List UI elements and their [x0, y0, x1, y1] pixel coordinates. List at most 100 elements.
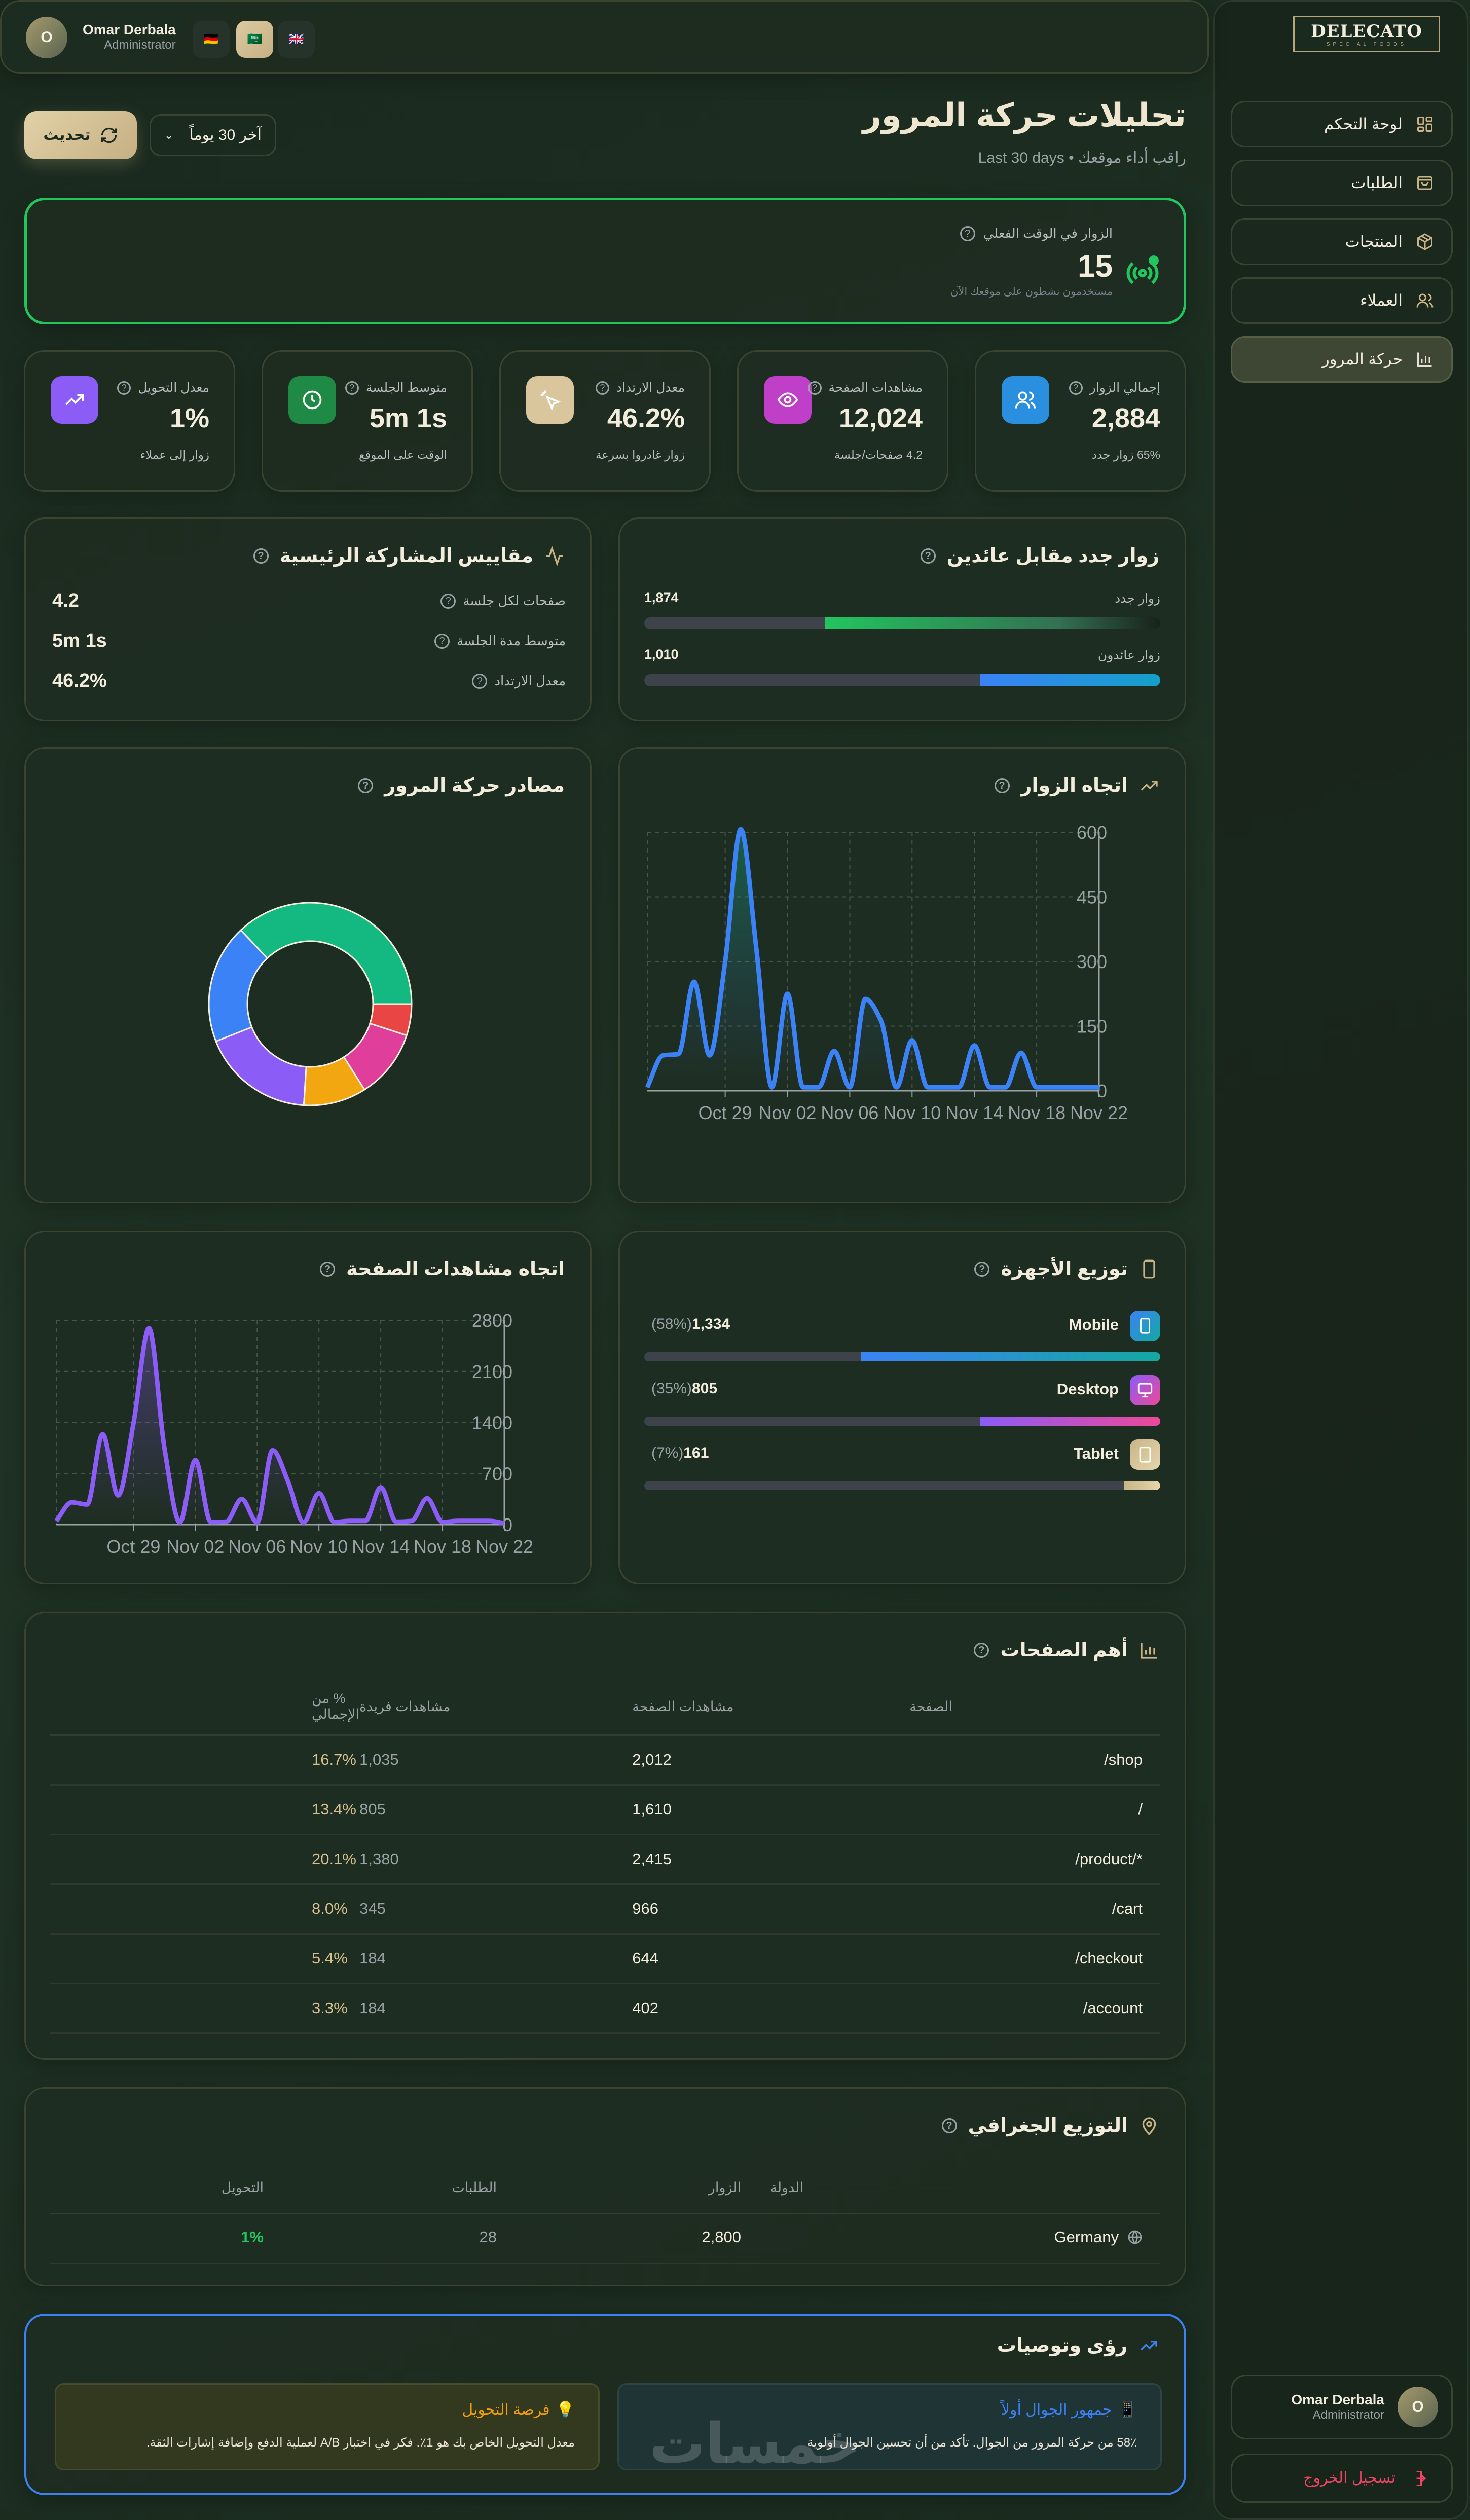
insights-card: رؤى وتوصيات خمسات 📱 جمهور الجوال أولاً 58… [24, 2314, 1186, 2495]
geo-column-header: الطلبات [452, 2180, 497, 2195]
help-icon[interactable]: ? [807, 381, 822, 395]
country-conversion: 1% [241, 2228, 264, 2246]
help-icon[interactable]: ? [320, 1261, 335, 1277]
sidebar-item-1[interactable]: الطلبات [1231, 160, 1453, 206]
date-range-select[interactable]: ⌄ آخر 30 يوماً [150, 114, 276, 156]
pie-slice[interactable] [239, 902, 413, 1005]
percent-of-total: 8.0% [50, 1884, 360, 1935]
page-title: تحليلات حركة المرور [862, 97, 1186, 133]
avatar[interactable]: O [26, 17, 67, 58]
kpi-value: 46.2% [607, 403, 685, 433]
table-row[interactable]: /product/* 2,415 1,380 20.1% [50, 1834, 1160, 1885]
metric-value: 46.2% [52, 670, 107, 691]
page-path: /cart [909, 1884, 1160, 1935]
segment-progress-bar [644, 617, 1160, 629]
logo-tagline: SPECIAL FOODS [1326, 41, 1407, 47]
help-icon[interactable]: ? [994, 777, 1010, 793]
logout-label: تسجيل الخروج [1303, 2470, 1395, 2487]
refresh-label: تحديث [43, 127, 91, 143]
table-row[interactable]: /account 402 184 3.3% [50, 1983, 1160, 2034]
avatar: O [1398, 2387, 1438, 2427]
table-row[interactable]: /checkout 644 184 5.4% [50, 1934, 1160, 1984]
help-icon[interactable]: ? [440, 593, 456, 609]
kpi-label: معدل الارتداد? [595, 380, 685, 395]
x-tick-label: Nov 22 [1070, 1102, 1128, 1123]
pie-slice[interactable] [208, 929, 269, 1043]
help-icon[interactable]: ? [974, 1261, 990, 1277]
segment-label: زوار جدد [1115, 591, 1160, 606]
help-icon[interactable]: ? [358, 777, 374, 793]
kpi-subtext: 65% زوار جدد [1091, 448, 1160, 461]
metric-label: متوسط مدة الجلسة? [434, 633, 566, 649]
x-tick-label: Nov 02 [758, 1102, 816, 1123]
sidebar-item-2[interactable]: المنتجات [1231, 218, 1453, 265]
percent-of-total: 3.3% [50, 1983, 360, 2034]
language-en-button[interactable]: 🇬🇧 [278, 21, 315, 58]
kpi-card: مشاهدات الصفحة? 12,024 4.2 صفحات/جلسة [737, 350, 948, 492]
y-tick-label: 2800 [472, 1310, 512, 1331]
traffic-sources-card: مصادر حركة المرور? [24, 747, 592, 1203]
percent-of-total: 5.4% [50, 1934, 360, 1984]
language-de-button[interactable]: 🇩🇪 [193, 21, 230, 58]
table-row[interactable]: / 1,610 805 13.4% [50, 1785, 1160, 1835]
pageviews-trend-card: اتجاه مشاهدات الصفحة? 0 700 1400 2100 2800 Oc… [24, 1231, 592, 1584]
sidebar-item-4[interactable]: حركة المرور [1231, 336, 1453, 383]
pie-slice[interactable] [215, 1026, 307, 1106]
help-icon[interactable]: ? [941, 2118, 957, 2133]
help-icon[interactable]: ? [1069, 381, 1083, 395]
series-line [645, 827, 1099, 1090]
help-icon[interactable]: ? [345, 381, 359, 395]
y-tick-label: 600 [1077, 822, 1107, 843]
kpi-label: متوسط الجلسة? [345, 380, 447, 395]
language-ar-button[interactable]: 🇸🇦 [236, 21, 273, 58]
card-title: التوزيع الجغرافي? [941, 2114, 1159, 2137]
realtime-label: الزوار في الوقت الفعلي? [960, 226, 1113, 241]
sidebar-item-3[interactable]: العملاء [1231, 277, 1453, 324]
page-path: / [909, 1785, 1160, 1835]
date-range-value: آخر 30 يوماً [189, 127, 262, 143]
visitors-trend-card: اتجاه الزوار? 0 150 300 450 600 Oct 29 Nov 02 N… [618, 747, 1186, 1203]
insight-conversion-opportunity: 💡 فرصة التحويل معدل التحويل الخاص بك هو 1… [55, 2383, 600, 2470]
country-orders: 28 [479, 2228, 497, 2246]
y-tick-label: 450 [1077, 887, 1107, 908]
device-progress-fill [1124, 1481, 1160, 1490]
help-icon[interactable]: ? [253, 548, 269, 564]
x-tick-label: Nov 02 [166, 1536, 224, 1557]
table-row[interactable]: /shop 2,012 1,035 16.7% [50, 1735, 1160, 1786]
unique-views: 184 [359, 1934, 633, 1984]
kpi-subtext: الوقت على الموقع [359, 448, 447, 461]
help-icon[interactable]: ? [595, 381, 609, 395]
sidebar-item-0[interactable]: لوحة التحكم [1231, 101, 1453, 147]
help-icon[interactable]: ? [472, 673, 488, 689]
sidebar-user-card[interactable]: Omar Derbala Administrator O [1231, 2375, 1453, 2439]
kpi-icon-box [1002, 376, 1049, 424]
refresh-icon [101, 127, 117, 143]
pie-slice[interactable] [369, 1003, 413, 1036]
top-pages-table: الصفحة مشاهدات الصفحة مشاهدات فريدة % من… [50, 1679, 1160, 2034]
help-icon[interactable]: ? [434, 633, 450, 649]
realtime-visitors-card: الزوار في الوقت الفعلي? 15 مستخدمون نشطو… [24, 198, 1186, 324]
device-progress-bar [644, 1352, 1160, 1361]
brand-logo[interactable]: DELECATO SPECIAL FOODS [1293, 16, 1440, 52]
sidebar-item-label: لوحة التحكم [1324, 115, 1403, 133]
traffic-sources-donut-chart [208, 902, 413, 1106]
help-icon[interactable]: ? [974, 1642, 989, 1658]
refresh-button[interactable]: تحديث [24, 111, 137, 159]
top-bar: O Omar Derbala Administrator 🇩🇪 🇸🇦 🇬🇧 [0, 0, 1209, 74]
help-icon[interactable]: ? [920, 548, 936, 564]
monitor-icon [1137, 1383, 1153, 1398]
watermark: خمسات [649, 2413, 861, 2470]
help-icon[interactable]: ? [117, 381, 131, 395]
table-row[interactable]: /cart 966 345 8.0% [50, 1884, 1160, 1935]
logout-button[interactable]: تسجيل الخروج [1231, 2454, 1453, 2503]
segment-progress-fill [825, 617, 1160, 629]
kpi-card: إجمالي الزوار? 2,884 65% زوار جدد [975, 350, 1186, 492]
device-distribution-card: توزيع الأجهزة? Mobile (58%)1,334 Desktop… [618, 1231, 1186, 1584]
flag-sa-icon: 🇸🇦 [247, 32, 263, 46]
tablet-icon [1139, 1447, 1151, 1463]
geo-row[interactable] [50, 2218, 1160, 2263]
kpi-card: معدل التحويل? 1% زوار إلى عملاء [24, 350, 235, 492]
map-pin-icon [1142, 2117, 1156, 2135]
page-views: 1,610 [632, 1785, 910, 1835]
help-icon[interactable]: ? [960, 226, 975, 241]
